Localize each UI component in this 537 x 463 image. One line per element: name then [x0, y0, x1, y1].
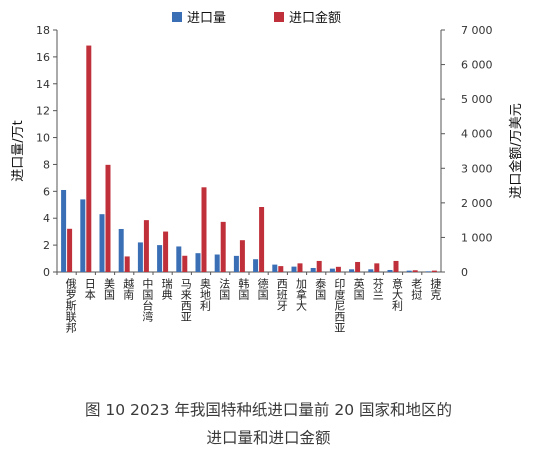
category-label: 印度尼西亚	[333, 278, 346, 333]
bar-进口金额	[182, 255, 188, 272]
bar-进口金额	[259, 207, 265, 272]
bar-进口金额	[124, 256, 130, 272]
bar-进口金额	[393, 260, 399, 272]
category-label: 意大利	[391, 277, 404, 311]
bar-进口量	[118, 228, 124, 272]
bar-进口量	[425, 271, 431, 272]
bar-进口金额	[374, 263, 380, 272]
bar-进口量	[195, 253, 201, 272]
bar-进口金额	[163, 231, 169, 272]
bar-进口金额	[220, 221, 226, 272]
category-label: 加拿大	[295, 278, 308, 311]
bar-进口量	[406, 270, 412, 272]
bar-进口金额	[143, 220, 149, 272]
legend-label: 进口金额	[289, 10, 341, 26]
bar-进口金额	[239, 240, 245, 272]
bar-进口量	[329, 268, 335, 272]
legend-label: 进口量	[187, 11, 226, 26]
bar-进口量	[214, 254, 220, 272]
left-axis-title: 进口量/万t	[11, 120, 26, 181]
category-label: 瑞典	[160, 277, 173, 301]
bar-进口量	[176, 246, 182, 272]
right-axis-title: 进口金额/万美元	[508, 103, 524, 198]
bar-进口金额	[316, 260, 322, 272]
bar-进口量	[291, 266, 297, 272]
legend-swatch	[274, 12, 284, 22]
bar-进口量	[310, 267, 316, 272]
bar-进口量	[99, 214, 105, 272]
bar-进口金额	[86, 45, 92, 272]
bar-进口金额	[297, 263, 303, 272]
labels: 0 2 4 6 8 10 12 14 16 18 0 1 000 2 000 3 000 4 000 5 00…	[11, 10, 524, 333]
figure-caption-line-1: 图 10 2023 年我国特种纸进口量前 20 国家和地区的	[84, 401, 453, 419]
category-label: 俄罗斯联邦	[64, 278, 77, 333]
left-tick-label: 4	[43, 212, 50, 225]
left-tick-label: 12	[36, 105, 50, 118]
left-tick-label: 14	[36, 78, 50, 91]
category-label: 西班牙	[275, 278, 288, 312]
bar-进口金额	[335, 266, 341, 272]
left-tick-label: 0	[43, 266, 50, 279]
bar-进口量	[253, 259, 259, 272]
category-label: 越南	[122, 277, 135, 300]
category-label: 中国台湾	[141, 278, 154, 323]
bar-进口量	[349, 269, 355, 272]
right-tick-label: 6 000	[461, 59, 493, 72]
left-tick-label: 18	[36, 24, 50, 37]
category-label: 德国	[256, 277, 269, 301]
axes	[53, 29, 445, 275]
category-label: 泰国	[314, 277, 327, 301]
right-tick-label: 0	[461, 266, 468, 279]
bar-进口量	[368, 269, 374, 272]
category-label: 芬兰	[371, 278, 384, 300]
bar-进口量	[387, 269, 393, 272]
bars	[61, 45, 437, 272]
left-tick-label: 16	[36, 51, 50, 64]
category-label: 法国	[218, 277, 231, 301]
bar-进口量	[80, 199, 86, 272]
left-tick-label: 10	[36, 132, 50, 145]
right-tick-label: 2 000	[461, 197, 493, 210]
figure-caption-line-2: 进口量和进口金额	[206, 429, 331, 447]
category-label: 日本	[83, 278, 96, 301]
bar-进口金额	[201, 187, 207, 272]
right-tick-label: 7 000	[461, 24, 493, 37]
legend-swatch	[172, 12, 182, 22]
bar-进口金额	[355, 261, 361, 272]
bar-进口金额	[431, 270, 437, 272]
category-label: 美国	[103, 278, 116, 301]
bar-进口金额	[278, 266, 284, 272]
bar-进口量	[61, 189, 67, 272]
bar-进口金额	[67, 228, 73, 272]
category-label: 英国	[352, 277, 365, 301]
bar-进口金额	[412, 270, 418, 272]
category-label: 韩国	[237, 277, 250, 301]
bar-进口量	[137, 242, 143, 272]
category-label: 老挝	[410, 278, 423, 300]
category-label: 奥地利	[199, 277, 212, 311]
bar-进口金额	[105, 164, 111, 272]
right-tick-label: 3 000	[461, 162, 493, 175]
left-tick-label: 2	[43, 239, 50, 252]
right-tick-label: 4 000	[461, 128, 493, 141]
category-label: 马来西亚	[179, 278, 192, 322]
right-tick-label: 5 000	[461, 93, 493, 106]
right-tick-label: 1 000	[461, 231, 493, 244]
left-tick-label: 6	[43, 185, 50, 198]
left-tick-label: 8	[43, 158, 50, 171]
bar-进口量	[157, 245, 163, 272]
bar-进口量	[233, 255, 239, 272]
category-label: 捷克	[429, 277, 442, 300]
bar-进口量	[272, 264, 278, 272]
